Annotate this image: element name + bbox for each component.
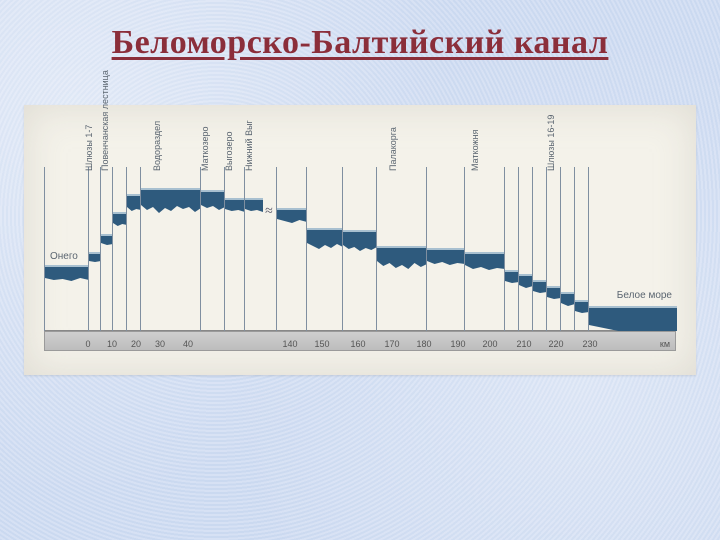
profile-segment [574,167,589,331]
segment-label: Маткожня [470,130,480,171]
segment-divider [588,167,589,331]
water-shape [127,167,141,331]
water-shape [547,167,561,331]
page-title: Беломорско-Балтийский канал [0,24,720,62]
water-shape [225,167,245,331]
title-text: Беломорско-Балтийский канал [112,24,609,62]
segment-label: Палакорга [388,127,398,171]
segment-divider [224,167,225,331]
water-shape [589,167,677,331]
segment-divider [532,167,533,331]
water-shape [519,167,533,331]
x-tick: 210 [516,339,531,349]
segment-label: Водораздел [152,121,162,171]
segment-divider [518,167,519,331]
water-shape [561,167,575,331]
profile-segment [464,167,505,331]
water-shape [201,167,225,331]
water-shape [141,167,201,331]
profile-segment [532,167,547,331]
profile-segment [112,167,127,331]
segment-divider [140,167,141,331]
km-unit-label: км [660,339,670,349]
profile-segment [306,167,343,331]
segment-label: Шлюзы 1-7 [84,125,94,171]
water-shape [465,167,505,331]
x-tick: 180 [416,339,431,349]
x-tick: 140 [282,339,297,349]
x-tick: 200 [482,339,497,349]
x-tick: 20 [131,339,141,349]
segment-divider [126,167,127,331]
segment-label: Маткозеро [200,126,210,171]
segment-label: Нижний Выг [244,120,254,171]
water-shape [533,167,547,331]
profile-segment [140,167,201,331]
water-shape [245,167,263,331]
profile-segment [342,167,377,331]
segment-divider [200,167,201,331]
water-shape [575,167,589,331]
segment-divider [342,167,343,331]
profile-segment [200,167,225,331]
profile-segment [560,167,575,331]
segment-divider [560,167,561,331]
segment-divider [376,167,377,331]
water-shape [377,167,427,331]
left-end-label: Онего [50,251,78,262]
right-end-label: Белое море [617,290,672,301]
x-tick: 190 [450,339,465,349]
segment-divider [112,167,113,331]
profile-segment [276,167,307,331]
x-tick: 150 [314,339,329,349]
profile-segment [504,167,519,331]
x-tick: 230 [582,339,597,349]
segment-divider [504,167,505,331]
water-shape [277,167,307,331]
segment-label: Повенчанская лестница [100,70,110,171]
segment-divider [464,167,465,331]
water-shape [427,167,465,331]
segment-divider [306,167,307,331]
x-tick: 220 [548,339,563,349]
water-shape [343,167,377,331]
profile-segment [588,167,677,331]
water-shape [307,167,343,331]
axis-break: ≈ [262,167,276,331]
profile-segment [224,167,245,331]
water-shape [505,167,519,331]
x-tick: 160 [350,339,365,349]
x-tick: 0 [85,339,90,349]
segment-label: Шлюзы 16-19 [546,115,556,171]
segment-divider [88,167,89,331]
x-tick: 30 [155,339,165,349]
profile-segment [244,167,263,331]
segment-label: Выгозеро [224,131,234,171]
x-tick: 10 [107,339,117,349]
segment-divider [244,167,245,331]
profile-segment [44,167,89,331]
x-tick: 40 [183,339,193,349]
segment-divider [574,167,575,331]
profile-segment [376,167,427,331]
water-shape [113,167,127,331]
water-shape [45,167,89,331]
profile-segment [546,167,561,331]
x-tick: 170 [384,339,399,349]
profile-segment [518,167,533,331]
canal-profile-chart: км ≈0 10 20 30 40 140 150 160 170 180 190 200 210 220… [24,105,696,375]
segment-divider [426,167,427,331]
profile-segment [426,167,465,331]
profile-segment [126,167,141,331]
segment-divider [100,167,101,331]
segment-divider [546,167,547,331]
